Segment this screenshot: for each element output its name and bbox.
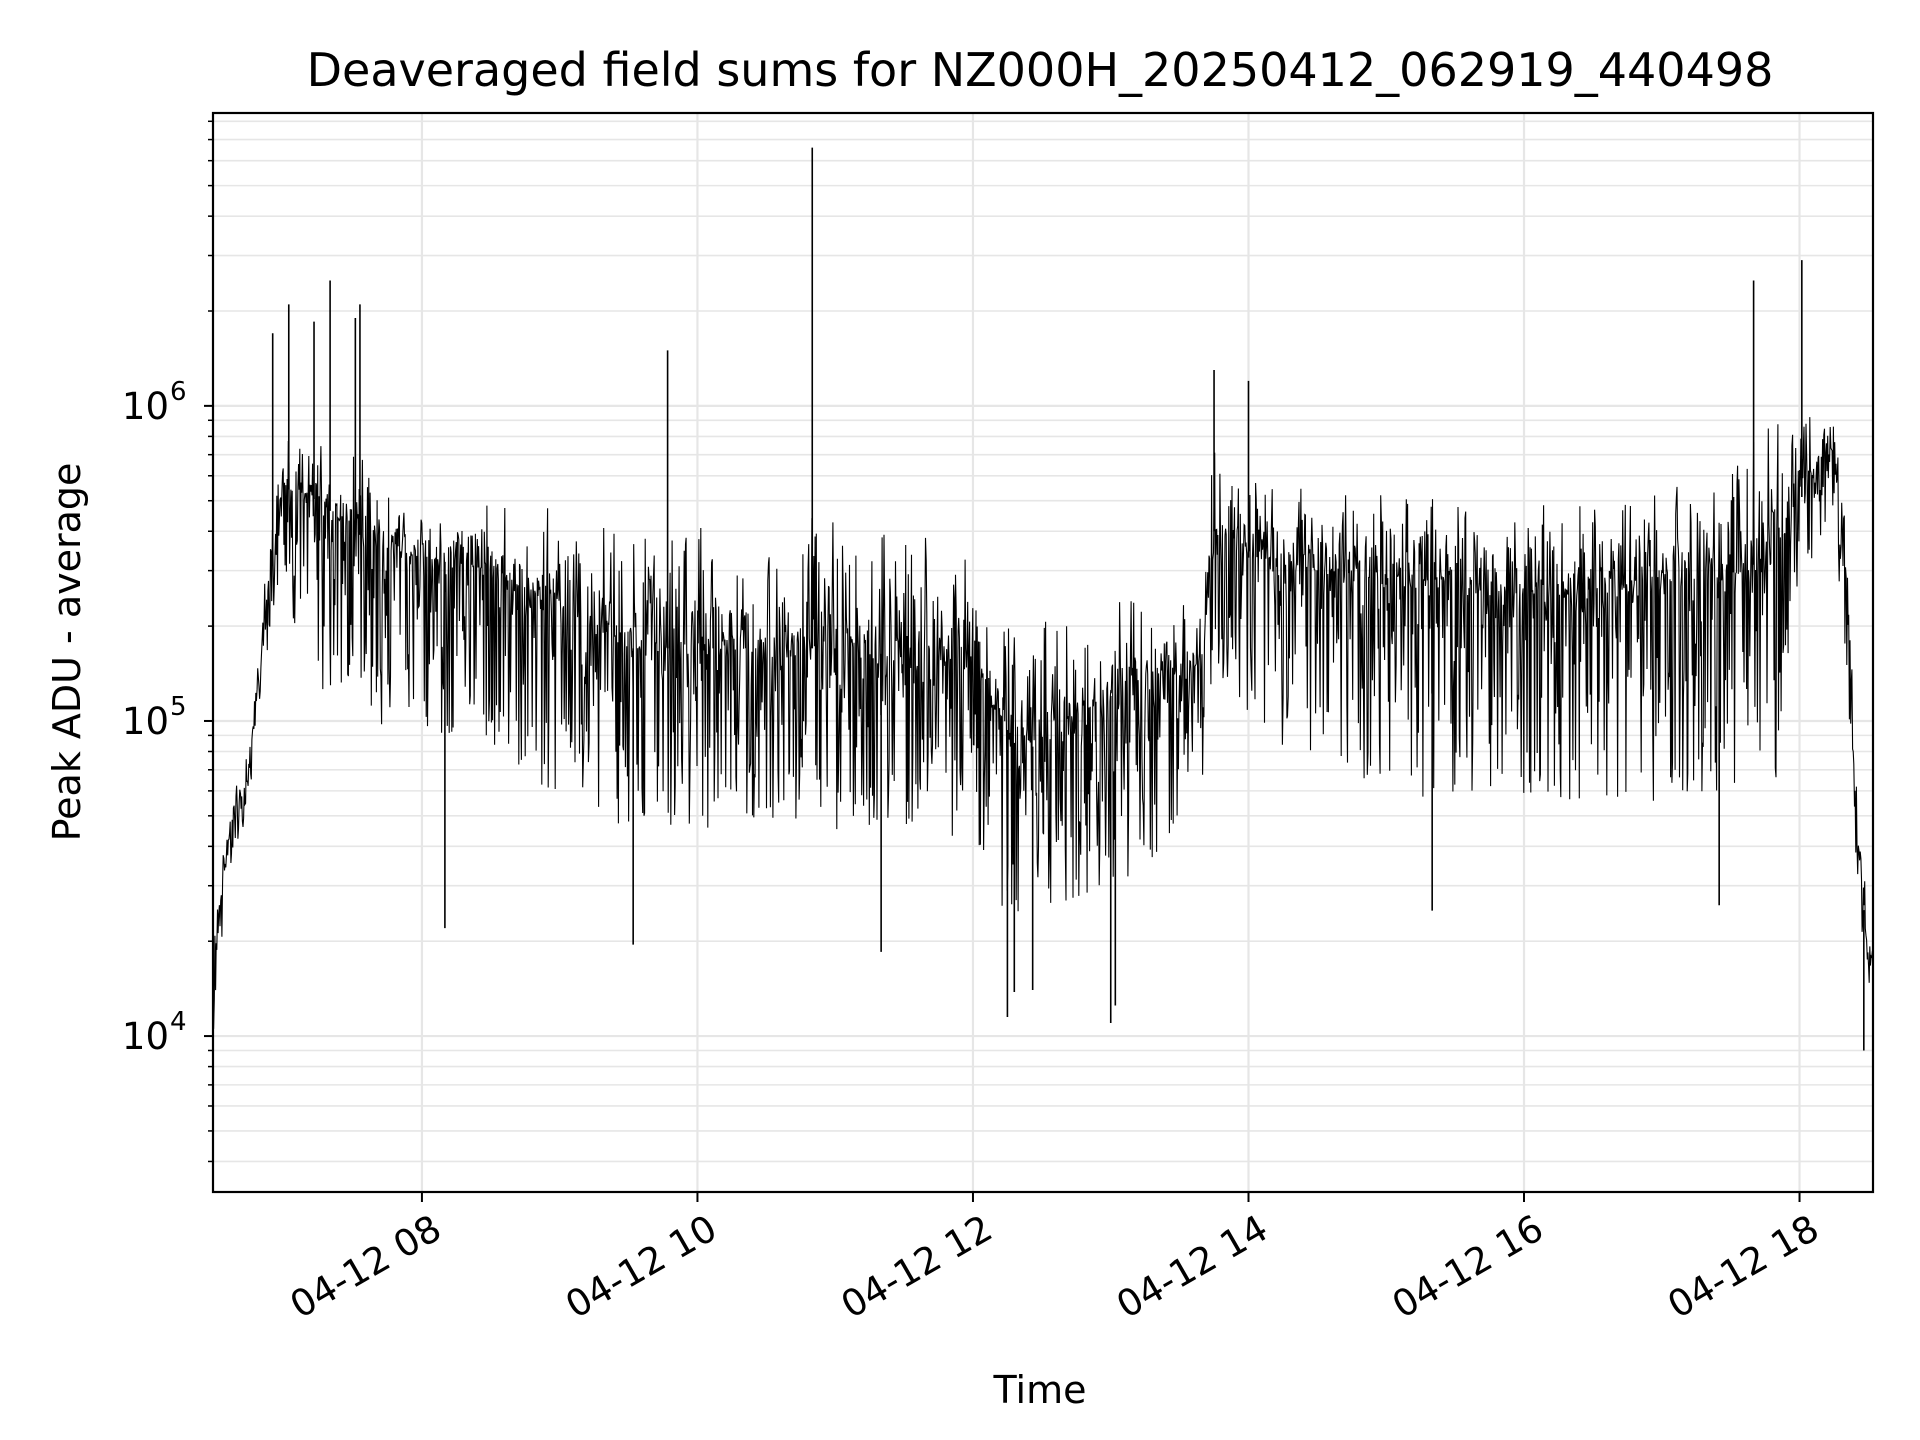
series-line [213, 147, 1873, 1051]
y-tick-base: 10 [122, 1015, 169, 1058]
y-axis-label: Peak ADU - average [45, 463, 89, 842]
series-path [213, 417, 1873, 1029]
y-tick-exponent: 6 [170, 377, 187, 407]
axis-ticks [204, 120, 1801, 1202]
x-axis-label: Time [993, 1368, 1087, 1412]
plot-frame [211, 111, 1875, 1194]
y-tick-exponent: 4 [170, 1007, 187, 1037]
y-tick-base: 10 [122, 385, 169, 428]
y-tick-label: 10 [122, 385, 169, 428]
y-tick-exponent: 5 [170, 692, 187, 722]
y-tick-label: 10 [122, 1015, 169, 1058]
y-tick-base: 10 [122, 700, 169, 743]
y-tick-label: 10 [122, 700, 169, 743]
chart-title: Deaveraged field sums for NZ000H_2025041… [307, 43, 1774, 97]
